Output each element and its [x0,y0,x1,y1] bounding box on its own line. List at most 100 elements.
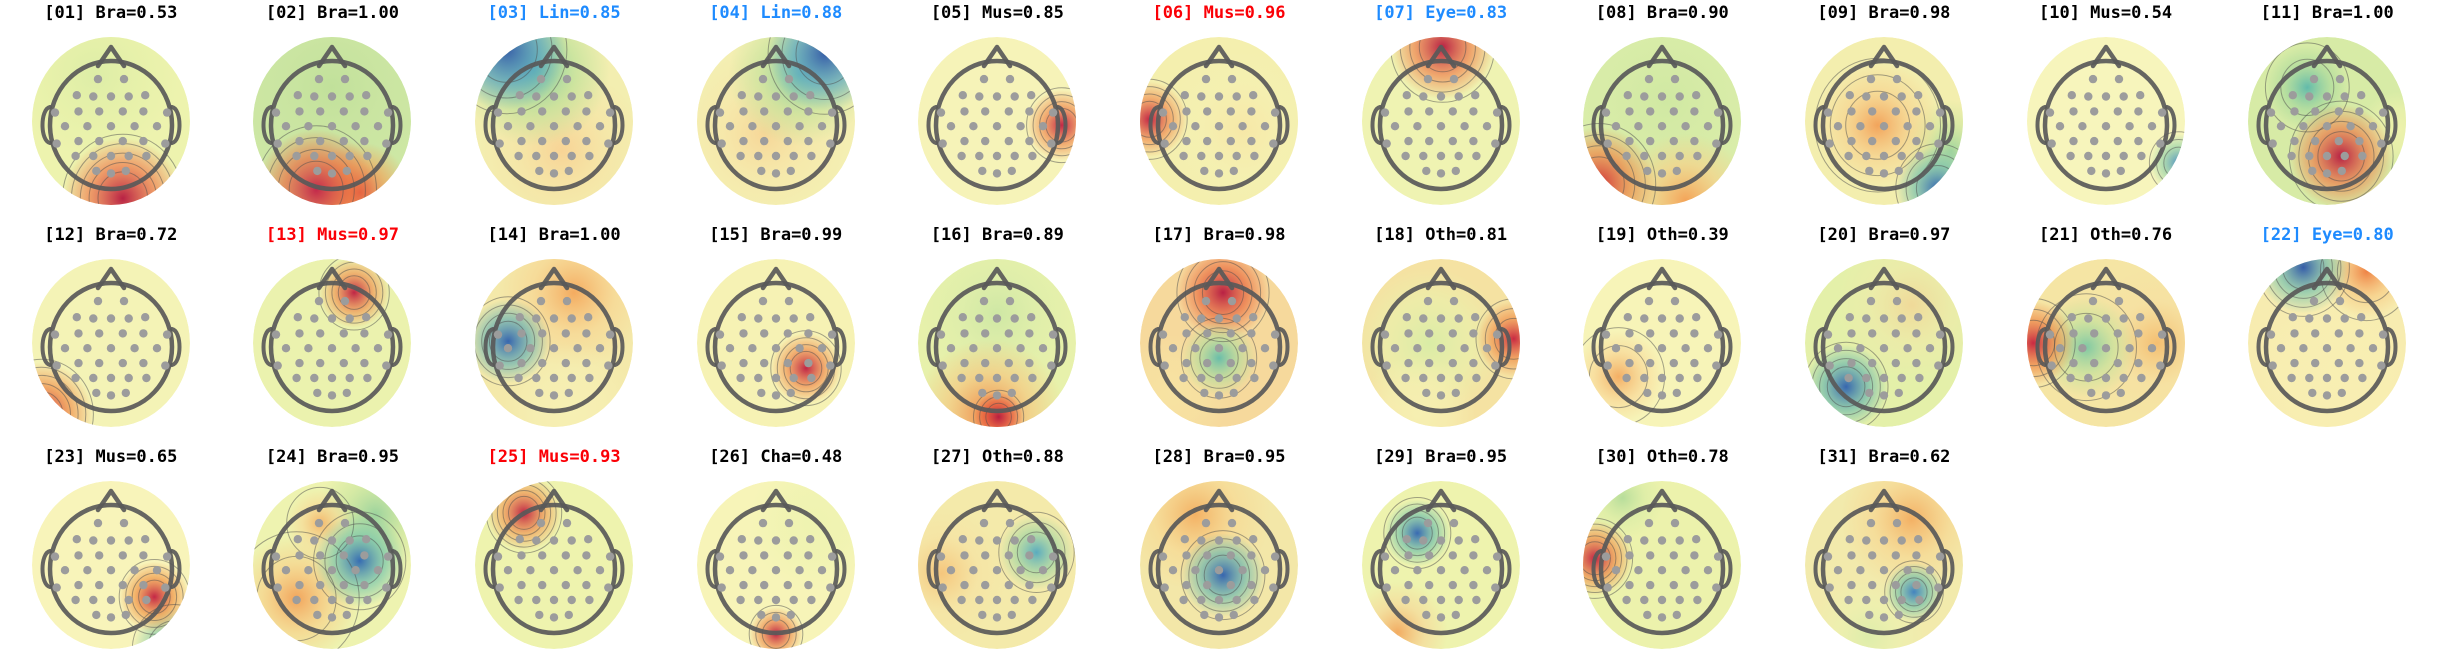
electrode-dot [1894,610,1903,620]
ica-component-tile[interactable]: [14] Bra=1.00 [443,222,665,444]
electrode-dot [753,314,763,323]
electrode-dot [2136,373,2146,383]
ica-component-tile[interactable]: [06] Mus=0.96 [1108,0,1330,222]
ica-component-tile[interactable]: [04] Lin=0.88 [665,0,887,222]
ica-component-tile[interactable]: [12] Bra=0.72 [0,222,222,444]
electrode-dot [1016,344,1026,353]
electrode-dot [2287,151,2296,161]
component-title: [13] Mus=0.97 [265,225,399,245]
electrode-dot [1470,535,1480,544]
electrode-dot [1004,551,1014,560]
electrode-dot [1247,551,1256,560]
electrode-dot [1250,151,1259,161]
ica-component-tile[interactable]: [24] Bra=0.95 [222,444,444,666]
electrode-dot [1847,136,1856,146]
electrode-dot [805,535,815,544]
ica-component-tile[interactable]: [26] Cha=0.48 [665,444,887,666]
electrode-dot [937,552,946,561]
electrode-dot [1232,595,1241,605]
electrode-dot [1004,358,1014,368]
electrode-dot [1049,108,1058,117]
ica-component-tile[interactable]: [29] Bra=0.95 [1330,444,1552,666]
electrode-dot [328,122,337,131]
electrode-dot [1712,139,1721,148]
electrode-dot [771,391,780,400]
ica-component-tile[interactable]: [22] Eye=0.80 [2216,222,2438,444]
electrode-dot [1847,358,1856,368]
ear-right-outline [169,327,182,367]
electrode-dot [604,583,613,592]
electrode-dot [817,344,826,353]
ica-component-tile[interactable]: [21] Oth=0.76 [1995,222,2217,444]
ica-component-tile[interactable]: [30] Oth=0.78 [1551,444,1773,666]
electrode-dot [605,552,615,561]
ica-component-tile[interactable]: [27] Oth=0.88 [887,444,1109,666]
ica-component-tile[interactable]: [17] Bra=0.98 [1108,222,1330,444]
ear-right-outline [834,105,847,145]
component-title: [25] Mus=0.93 [487,447,621,467]
electrode-dot [532,151,541,161]
electrode-dot [2368,344,2378,353]
electrode-dot [1675,151,1685,161]
topomap [696,37,855,205]
ica-component-tile[interactable]: [18] Oth=0.81 [1330,222,1552,444]
electrode-dot [717,361,726,370]
electrode-dot [981,358,990,368]
electrode-dot [1250,373,1259,383]
electrode-dot [1380,330,1389,339]
head-outline [2263,58,2391,192]
electrode-dot [758,296,767,306]
ica-component-tile[interactable]: [07] Eye=0.83 [1330,0,1552,222]
electrode-dot [1692,91,1701,100]
electrode-dot [1390,122,1399,131]
electrode-dot [1454,595,1463,605]
electrode-dot [1669,329,1679,338]
ica-component-tile[interactable]: [10] Mus=0.54 [1995,0,2217,222]
electrode-dot [1247,580,1256,590]
electrode-dot [1200,610,1209,620]
electrode-dot [88,151,98,161]
contour-ring [985,402,1013,427]
ica-component-tile[interactable]: [23] Mus=0.65 [0,444,222,666]
electrode-dot [549,122,559,131]
ica-component-tile[interactable]: [09] Bra=0.98 [1773,0,1995,222]
electrode-dot [363,373,373,383]
electrode-dot [1448,551,1457,560]
electrode-dot [139,580,148,590]
electrode-dot [94,551,104,560]
ica-component-tile[interactable]: [13] Mus=0.97 [222,222,444,444]
ica-component-tile[interactable]: [28] Bra=0.95 [1108,444,1330,666]
electrode-dot [2119,373,2128,383]
electrode-dot [1028,373,1037,383]
ica-component-tile[interactable]: [01] Bra=0.53 [0,0,222,222]
topomap [2248,37,2407,205]
electrode-dot [747,122,757,131]
electrode-dot [1180,313,1189,322]
ica-component-tile[interactable]: [08] Bra=0.90 [1551,0,1773,222]
ica-component-tile[interactable]: [05] Mus=0.85 [887,0,1109,222]
electrode-dot [351,122,361,131]
electrode-dot [561,136,571,146]
topomap [918,481,1077,649]
electrode-dot [2045,108,2054,117]
ica-component-tile[interactable]: [20] Bra=0.97 [1773,222,1995,444]
ica-component-tile[interactable]: [19] Oth=0.39 [1551,222,1773,444]
electrode-dot [282,344,291,353]
electrode-dot [1424,580,1434,590]
ica-component-tile[interactable]: [25] Mus=0.93 [443,444,665,666]
ica-component-tile[interactable]: [31] Bra=0.62 [1773,444,1995,666]
electrode-dot [1692,535,1701,544]
ica-component-tile[interactable]: [15] Bra=0.99 [665,222,887,444]
head-outline [47,502,175,636]
electrode-dot [362,313,371,322]
ica-component-tile[interactable]: [03] Lin=0.85 [443,0,665,222]
field-blob [973,391,1025,427]
electrode-dot [1010,373,1020,383]
head-outline [490,502,618,636]
ica-component-tile[interactable]: [11] Bra=1.00 [2216,0,2438,222]
electrode-dot [993,344,1002,353]
electrode-dot [1845,535,1854,544]
ica-component-tile[interactable]: [02] Bra=1.00 [222,0,444,222]
electrode-dot [605,108,615,117]
ica-component-tile[interactable]: [16] Bra=0.89 [887,222,1109,444]
